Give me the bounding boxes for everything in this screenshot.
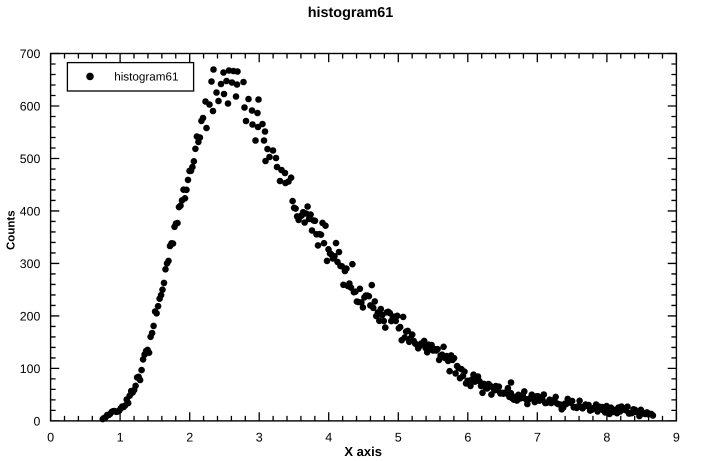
svg-text:Counts: Counts — [6, 210, 18, 250]
svg-text:5: 5 — [395, 431, 402, 445]
svg-text:2: 2 — [186, 431, 193, 445]
svg-text:histogram61: histogram61 — [114, 71, 178, 84]
svg-text:700: 700 — [20, 47, 41, 61]
svg-text:6: 6 — [464, 431, 471, 445]
svg-text:3: 3 — [256, 431, 263, 445]
svg-text:500: 500 — [20, 152, 41, 166]
svg-text:300: 300 — [20, 257, 41, 271]
svg-text:0: 0 — [47, 431, 54, 445]
svg-text:X axis: X axis — [344, 444, 382, 459]
svg-text:1: 1 — [117, 431, 124, 445]
svg-text:200: 200 — [20, 309, 41, 323]
svg-text:4: 4 — [325, 431, 332, 445]
svg-text:100: 100 — [20, 362, 41, 376]
svg-text:9: 9 — [673, 431, 680, 445]
svg-text:600: 600 — [20, 99, 41, 113]
svg-text:7: 7 — [534, 431, 541, 445]
svg-text:histogram61: histogram61 — [308, 5, 394, 21]
svg-text:0: 0 — [33, 414, 40, 428]
svg-text:8: 8 — [603, 431, 610, 445]
svg-text:400: 400 — [20, 204, 41, 218]
